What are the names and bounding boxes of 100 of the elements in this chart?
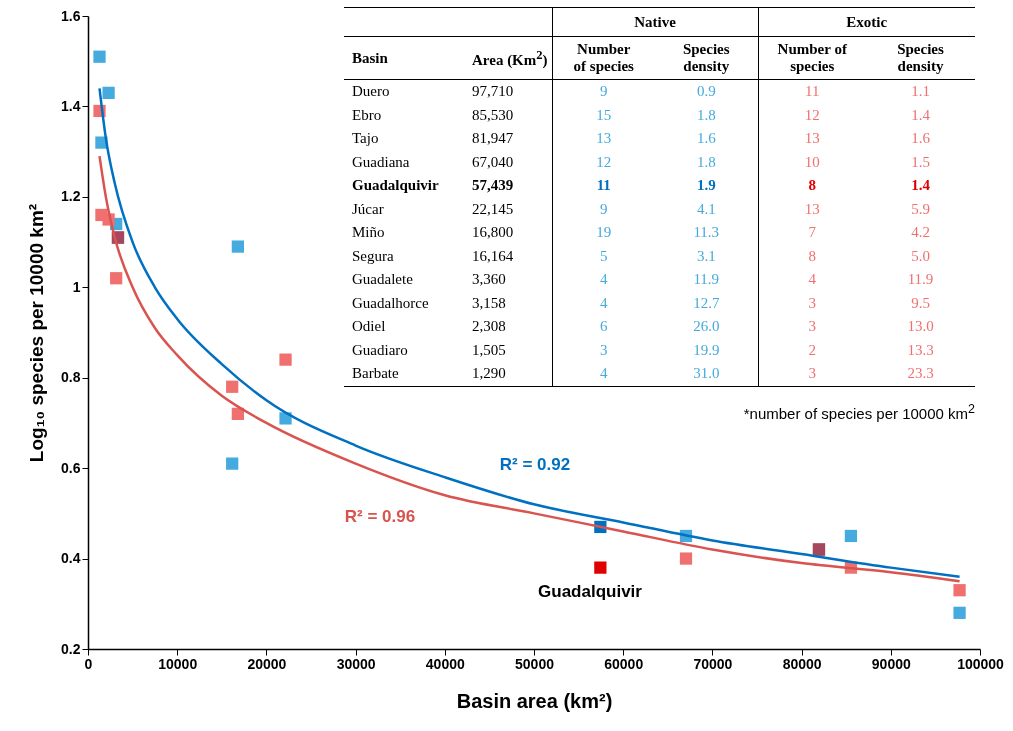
annotation: 16,164 xyxy=(471,246,515,266)
annotation: 22,145 xyxy=(471,199,515,219)
annotation: Tajo xyxy=(351,129,380,149)
annotation: Barbate xyxy=(344,362,464,386)
annotation: Miño xyxy=(351,223,386,243)
annotation: 19 xyxy=(552,221,655,245)
x-tick-label: 100000 xyxy=(957,655,1005,672)
annotation: 11.9 xyxy=(906,270,935,290)
annotation: 8 xyxy=(758,244,866,268)
annotation: 23.3 xyxy=(866,362,976,386)
annotation: 3 xyxy=(758,362,866,386)
annotation: 3,158 xyxy=(471,293,507,313)
x-tick-label: 70000 xyxy=(693,655,733,672)
annotation: 1.4 xyxy=(910,176,931,196)
annotation: *number of species per 10000 km$^{2}$ xyxy=(743,402,975,422)
annotation: 15 xyxy=(552,103,655,127)
annotation: Guadalquivir xyxy=(538,582,642,602)
annotation: 1.8 xyxy=(695,105,717,125)
annotation: Guadalete xyxy=(351,270,414,290)
annotation: 1.6 xyxy=(695,129,717,149)
annotation: Number of species xyxy=(552,36,655,80)
x-tick-label: 60000 xyxy=(604,655,644,672)
annotation: 4.2 xyxy=(910,223,931,243)
annotation: Odiel xyxy=(351,317,387,337)
y-tick-label: 1.6 xyxy=(61,7,81,24)
annotation: 6 xyxy=(552,315,655,339)
x-tick-label: 80000 xyxy=(782,655,822,672)
text: Native xyxy=(552,7,758,37)
annotation: 31.0 xyxy=(655,362,758,386)
annotation: 67,040 xyxy=(471,152,515,172)
annotation: 3 xyxy=(758,291,866,315)
annotation: 7 xyxy=(758,221,866,245)
x-axis-title: Basin area (km²) xyxy=(456,689,613,712)
annotation: 4 xyxy=(552,291,655,315)
x-tick-label: 90000 xyxy=(871,655,911,672)
annotation: R² = 0.96 xyxy=(344,507,416,527)
annotation: Guadalquivir xyxy=(351,176,440,196)
annotation: 0.9 xyxy=(695,82,717,102)
y-tick-label: 0.8 xyxy=(61,369,81,386)
y-tick-label: 1.4 xyxy=(61,97,81,114)
x-tick-label: 10000 xyxy=(158,655,198,672)
annotation: 4 xyxy=(552,268,655,292)
annotation: 2 xyxy=(758,338,866,362)
annotation: 5.0 xyxy=(910,246,931,266)
annotation: 10 xyxy=(758,150,866,174)
annotation: 8 xyxy=(758,174,866,198)
annotation: Duero xyxy=(351,82,391,102)
annotation: 11.3 xyxy=(692,223,721,243)
annotation: 1.4 xyxy=(910,105,931,125)
y-tick-label: 0.4 xyxy=(61,550,81,567)
y-tick-label: 0.6 xyxy=(61,459,81,476)
annotation: 1.9 xyxy=(695,176,717,196)
annotation: Basin xyxy=(344,36,464,80)
annotation: 9 xyxy=(552,197,655,221)
annotation: 4 xyxy=(758,268,866,292)
annotation: 3 xyxy=(552,338,655,362)
annotation: 1.5 xyxy=(910,152,931,172)
annotation: Species density xyxy=(655,36,758,80)
annotation: 9 xyxy=(552,79,655,104)
annotation: Number of species xyxy=(758,36,866,80)
annotation: 16,800 xyxy=(471,223,515,243)
annotation: 1.8 xyxy=(695,152,717,172)
annotation: 3.1 xyxy=(695,246,717,266)
annotation: 4 xyxy=(552,362,655,386)
annotation: Ebro xyxy=(351,105,383,125)
annotation: 19.9 xyxy=(692,340,721,360)
annotation: 1.1 xyxy=(910,82,931,102)
annotation: 5.9 xyxy=(910,199,931,219)
annotation: 13 xyxy=(552,127,655,151)
annotation: 13.3 xyxy=(906,340,935,360)
annotation: Segura xyxy=(351,246,395,266)
annotation: 11 xyxy=(552,174,655,198)
annotation: 5 xyxy=(552,244,655,268)
y-tick-label: 1.2 xyxy=(61,188,81,205)
text: Exotic xyxy=(758,7,976,37)
annotation: Júcar xyxy=(351,199,385,219)
annotation: 85,530 xyxy=(471,105,515,125)
annotation: 12 xyxy=(758,103,866,127)
annotation: 13 xyxy=(758,127,866,151)
x-tick-label: 30000 xyxy=(336,655,376,672)
x-tick-label: 40000 xyxy=(425,655,465,672)
annotation: 26.0 xyxy=(692,317,721,337)
annotation: 13.0 xyxy=(906,317,935,337)
annotation: 13 xyxy=(758,197,866,221)
x-tick-label: 20000 xyxy=(247,655,287,672)
annotation: 3,360 xyxy=(471,270,507,290)
annotation: 11.9 xyxy=(692,270,721,290)
annotation: 97,710 xyxy=(471,82,515,102)
annotation: 12 xyxy=(552,150,655,174)
y-tick-label: 0.2 xyxy=(61,640,81,657)
x-tick-label: 50000 xyxy=(515,655,555,672)
annotation: R² = 0.92 xyxy=(499,455,571,475)
annotation: 2,308 xyxy=(471,317,507,337)
x-tick-label: 0 xyxy=(84,655,93,672)
annotation: 1.6 xyxy=(910,129,931,149)
annotation: 11 xyxy=(758,79,866,104)
y-tick-label: 1 xyxy=(72,278,81,295)
annotation: 9.5 xyxy=(910,293,931,313)
annotation: Species density xyxy=(866,36,976,80)
annotation: Guadiana xyxy=(351,152,411,172)
